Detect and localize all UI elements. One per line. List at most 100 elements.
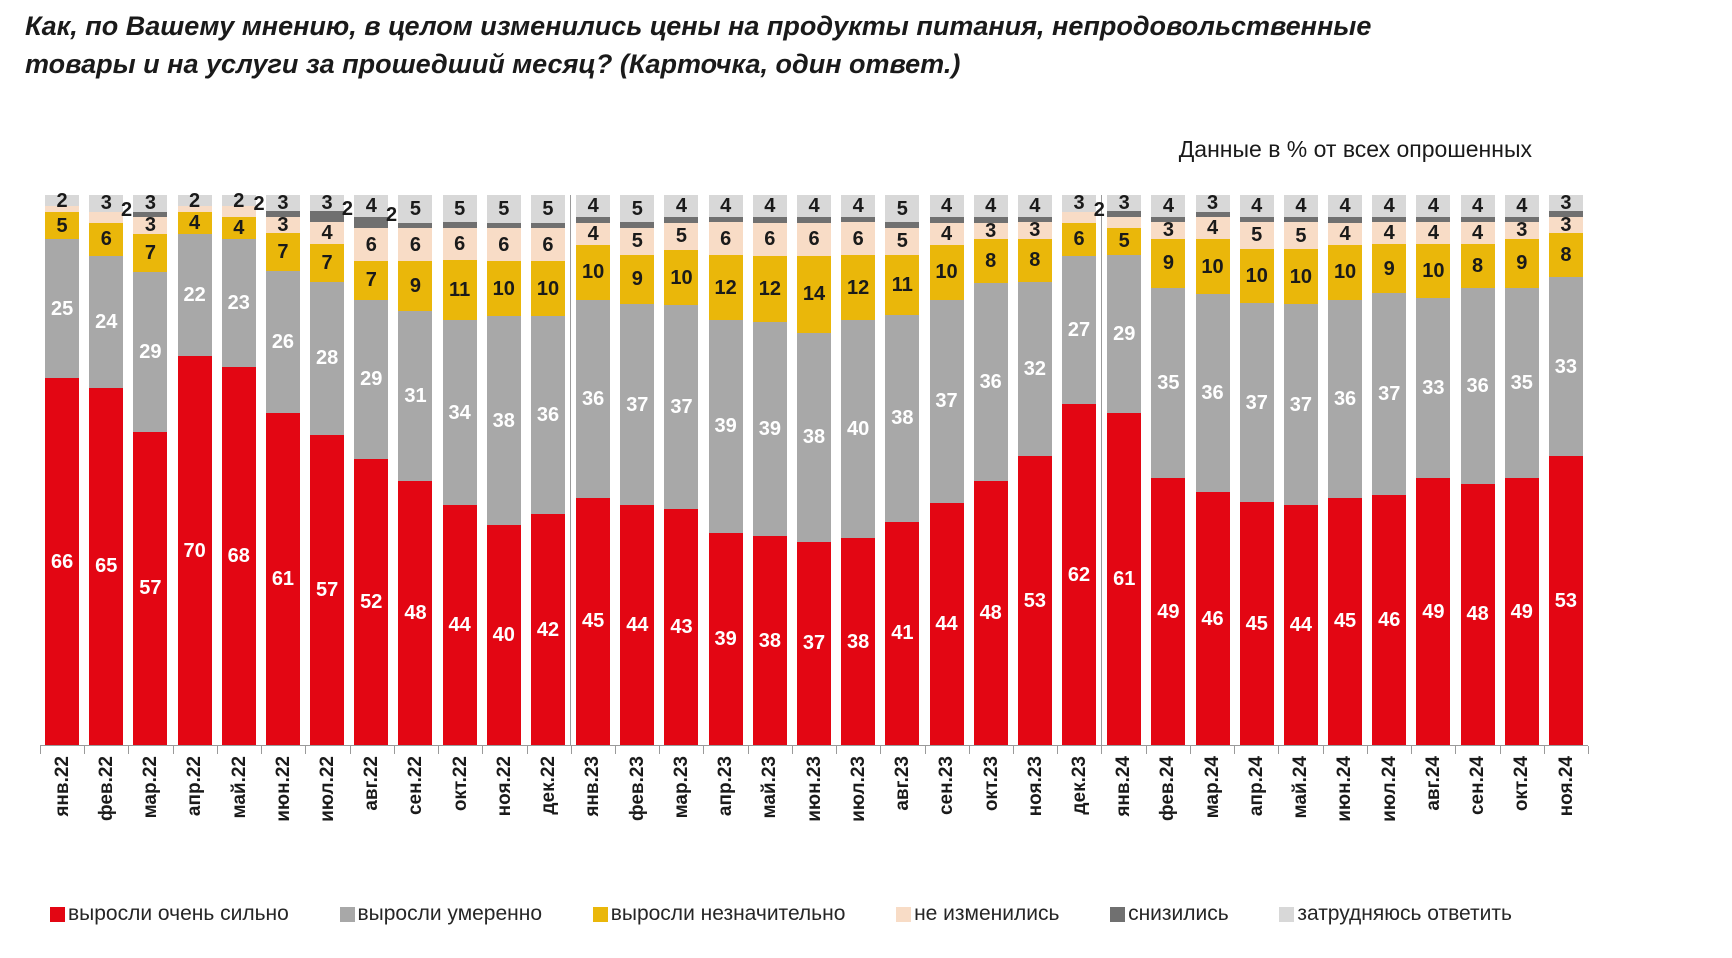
bar-column-ноя.24: 3 3 8 33 53 — [1544, 193, 1588, 745]
segment-1: 39 — [708, 532, 743, 745]
segment-6: 4 — [1372, 195, 1407, 217]
segment-4: 3 — [1548, 215, 1583, 235]
axis-tick — [1499, 746, 1501, 754]
segment-2: 31 — [398, 310, 433, 481]
segment-value-label: 68 — [227, 545, 250, 568]
segment-value-label: 6 — [1073, 228, 1085, 250]
segment-value-label: 9 — [631, 268, 643, 291]
segment-6: 5 — [530, 195, 565, 223]
segment-value-label: 39 — [758, 417, 781, 440]
segment-1: 37 — [797, 541, 831, 745]
segment-1: 45 — [1328, 497, 1363, 745]
segment-2: 24 — [89, 255, 124, 388]
axis-tick — [216, 746, 218, 754]
x-tick-label: апр.23 — [715, 756, 737, 817]
x-tick-label-cell: ноя.22 — [482, 756, 526, 868]
segment-value-label: 39 — [714, 627, 737, 650]
chart-title: Как, по Вашему мнению, в целом изменилис… — [25, 8, 1675, 84]
segment-value-label: 4 — [365, 195, 377, 217]
segment-value-label: 6 — [454, 233, 466, 256]
segment-value-label: 9 — [1162, 252, 1174, 275]
bar-column-фев.24: 4 3 9 35 49 — [1146, 195, 1190, 745]
segment-3: 9 — [398, 261, 433, 311]
segment-value-label: 70 — [183, 539, 206, 562]
segment-4 — [177, 206, 212, 212]
segment-5 — [752, 217, 787, 223]
segment-value-label: 23 — [227, 292, 250, 315]
segment-5 — [576, 217, 611, 223]
segment-value-label: 10 — [582, 261, 605, 283]
segment-3: 5 — [45, 211, 80, 240]
segment-value-label: 4 — [1383, 222, 1395, 245]
bar-column-ноя.23: 4 3 8 32 53 — [1013, 195, 1057, 745]
segment-value-label: 43 — [670, 615, 693, 638]
bar-column-июн.24: 4 4 10 36 45 — [1323, 195, 1367, 745]
segment-value-label: 11 — [449, 279, 471, 302]
x-tick-label: мар.24 — [1201, 756, 1223, 819]
segment-1: 44 — [620, 505, 655, 745]
segment-3: 8 — [1017, 238, 1052, 283]
segment-value-label: 48 — [979, 602, 1002, 624]
bar-column-сен.23: 4 4 10 37 44 — [924, 195, 968, 745]
segment-5 — [1548, 211, 1583, 217]
x-tick-label: окт.22 — [449, 756, 471, 812]
segment-value-label: 48 — [404, 602, 427, 624]
segment-value-label: 8 — [985, 250, 997, 272]
segment-value-label: 3 — [1073, 192, 1085, 215]
segment-6: 4 — [1151, 195, 1186, 217]
bar-column-мар.24: 3 4 10 36 46 — [1190, 193, 1234, 745]
segment-value-label: 2 — [189, 189, 201, 212]
segment-4: 4 — [576, 222, 611, 245]
segment-value-label: 6 — [409, 233, 422, 256]
stacked-bar: 4 3 8 36 48 — [973, 195, 1008, 745]
segment-value-label: 29 — [360, 368, 383, 391]
x-tick-label-cell: фев.24 — [1146, 756, 1190, 868]
segment-value-label: 4 — [189, 211, 201, 234]
segment-value-label: 38 — [891, 407, 914, 430]
x-tick-label-cell: май.24 — [1279, 756, 1323, 868]
x-tick-label: янв.22 — [51, 756, 73, 817]
bar-column-июн.23: 4 6 14 38 37 — [792, 195, 836, 745]
segment-4: 6 — [797, 222, 831, 256]
segment-3: 9 — [1504, 238, 1539, 288]
segment-2: 35 — [1151, 287, 1186, 479]
legend-swatch — [339, 906, 355, 922]
segment-2: 33 — [1548, 276, 1583, 457]
segment-value-label: 4 — [587, 222, 599, 245]
x-tick-label-cell: янв.22 — [40, 756, 84, 868]
x-tick-label: апр.22 — [184, 756, 206, 817]
segment-value-label: 4 — [1206, 217, 1219, 239]
x-tick-label: фев.23 — [626, 756, 648, 822]
axis-tick — [659, 746, 661, 754]
x-tick-label: окт.24 — [1511, 756, 1533, 812]
legend-item: выросли незначительно — [592, 902, 845, 926]
segment-value-label: 36 — [1466, 374, 1489, 397]
segment-3: 7 — [265, 233, 300, 272]
segment-3: 11 — [442, 260, 477, 321]
segment-2: 39 — [752, 321, 787, 536]
x-tick-label-cell: июл.22 — [305, 756, 349, 868]
segment-4: 2 — [89, 200, 132, 223]
stacked-bar: 5 5 11 38 41 — [885, 195, 920, 745]
segment-value-label: 5 — [56, 214, 68, 237]
segment-3: 8 — [1548, 233, 1583, 277]
x-tick-label: сен.23 — [936, 756, 958, 816]
x-tick-label-cell: ноя.24 — [1544, 756, 1588, 868]
x-tick-label: май.22 — [228, 756, 250, 819]
segment-value-label: 5 — [542, 197, 554, 220]
segment-2: 36 — [1195, 294, 1230, 492]
bar-column-авг.22: 4 2 6 7 29 52 — [349, 195, 397, 745]
segment-5 — [797, 217, 831, 223]
segment-2: 36 — [576, 299, 611, 498]
axis-tick — [349, 746, 351, 754]
axis-tick — [791, 746, 793, 754]
segment-2: 22 — [177, 233, 212, 357]
segment-4: 6 — [752, 222, 787, 256]
segment-4: 6 — [486, 228, 521, 261]
x-tick-label-cell: сен.24 — [1456, 756, 1500, 868]
segment-value-label: 26 — [271, 331, 295, 354]
segment-value-label: 3 — [277, 192, 289, 215]
segment-2: 37 — [620, 303, 655, 506]
segment-6: 4 — [1017, 195, 1052, 217]
x-tick-label: июн.24 — [1334, 756, 1356, 822]
